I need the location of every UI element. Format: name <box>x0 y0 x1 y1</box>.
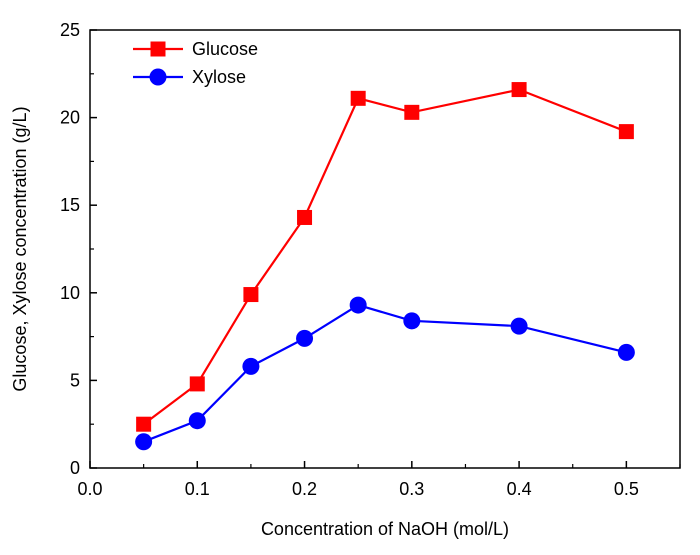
x-tick-label: 0.3 <box>399 479 424 499</box>
y-tick-label: 10 <box>60 283 80 303</box>
xylose-point <box>349 296 367 314</box>
xylose-point <box>617 343 635 361</box>
glucose-point <box>350 90 366 106</box>
glucose-point <box>511 82 527 98</box>
x-tick-label: 0.1 <box>185 479 210 499</box>
xylose-point <box>188 412 206 430</box>
xylose-line <box>143 303 627 443</box>
y-tick-label: 15 <box>60 195 80 215</box>
xylose-point <box>242 357 260 375</box>
legend-xylose-marker <box>149 68 167 86</box>
x-tick-label: 0.5 <box>614 479 639 499</box>
legend-glucose-label: Glucose <box>192 39 258 59</box>
xylose-point <box>403 312 421 330</box>
y-tick-label: 20 <box>60 108 80 128</box>
xylose-point <box>510 317 528 335</box>
legend-glucose-marker <box>150 41 166 57</box>
x-axis-title: Concentration of NaOH (mol/L) <box>261 519 509 539</box>
glucose-point <box>136 416 152 432</box>
axis-ticks <box>89 29 681 469</box>
glucose-point <box>297 209 313 225</box>
x-tick-label: 0.0 <box>77 479 102 499</box>
y-tick-label: 5 <box>70 370 80 390</box>
y-tick-label: 25 <box>60 20 80 40</box>
glucose-point <box>189 376 205 392</box>
x-tick-label: 0.2 <box>292 479 317 499</box>
glucose-point <box>404 104 420 120</box>
y-tick-label: 0 <box>70 458 80 478</box>
xylose-point <box>296 329 314 347</box>
data-series <box>135 82 635 451</box>
legend: Glucose Xylose <box>133 39 258 87</box>
glucose-point <box>243 287 259 303</box>
legend-xylose-label: Xylose <box>192 67 246 87</box>
glucose-point <box>618 124 634 140</box>
axis-tick-labels: 0.0 0.1 0.2 0.3 0.4 0.5 0 5 10 15 20 25 <box>60 20 639 499</box>
y-axis-title: Glucose, Xylose concentration (g/L) <box>10 106 30 391</box>
xylose-point <box>135 433 153 451</box>
plot-frame <box>89 29 681 469</box>
x-tick-label: 0.4 <box>507 479 532 499</box>
glucose-line <box>142 88 627 426</box>
